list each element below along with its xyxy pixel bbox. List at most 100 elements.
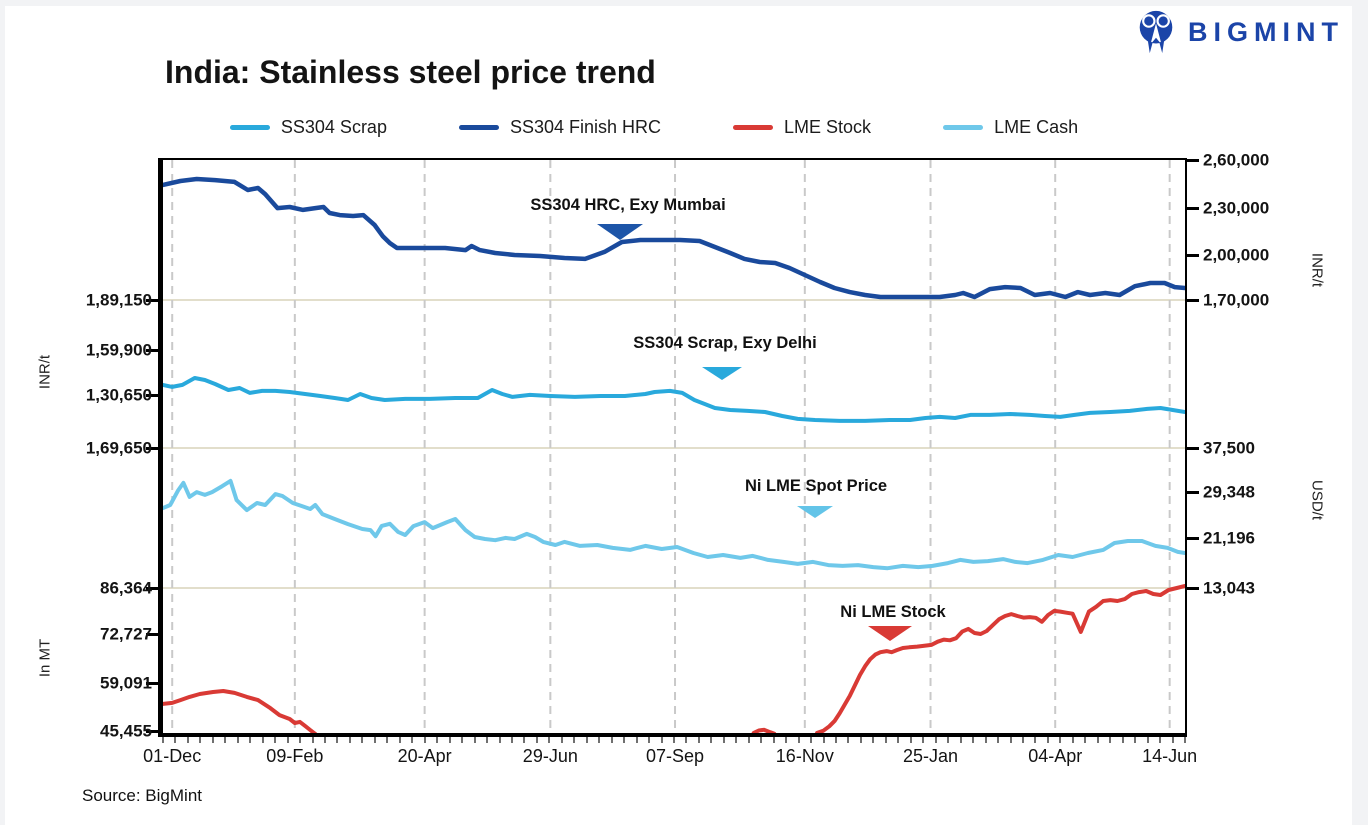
x-axis-minor-tick <box>984 737 987 743</box>
y-axis-label-left: 1,89,150 <box>85 290 152 310</box>
y-axis-tick-right <box>1187 158 1199 162</box>
x-axis-label: 07-Sep <box>645 746 705 766</box>
x-axis-minor-tick <box>560 737 563 743</box>
x-axis-minor-tick <box>423 737 426 743</box>
legend-item-ss304-finish-hrc: SS304 Finish HRC <box>458 117 661 138</box>
legend-item-lme-cash: LME Cash <box>943 117 1078 138</box>
x-axis-label: 16-Nov <box>775 746 834 766</box>
x-axis-minor-tick <box>598 737 601 743</box>
x-axis-label: 09-Feb <box>266 746 324 766</box>
x-axis-minor-tick <box>623 737 626 743</box>
x-axis-minor-tick <box>673 737 675 743</box>
x-axis-minor-tick <box>1021 737 1024 743</box>
x-axis-minor-tick <box>722 737 725 743</box>
x-axis-minor-tick <box>909 737 912 743</box>
x-axis-minor-tick <box>1046 737 1049 743</box>
x-axis-minor-tick <box>697 737 700 743</box>
y-axis-unit-left: INR/t <box>36 354 54 390</box>
x-axis-minor-tick <box>997 737 1000 743</box>
x-axis-minor-tick <box>286 737 289 743</box>
x-axis-minor-tick <box>835 737 838 743</box>
x-axis-minor-tick <box>324 737 327 743</box>
x-axis-minor-tick <box>1121 737 1124 743</box>
x-axis-minor-tick <box>585 737 588 743</box>
x-axis-minor-tick <box>386 737 389 743</box>
x-axis-minor-tick <box>274 737 277 743</box>
x-axis-minor-tick <box>810 737 813 743</box>
y-axis-tick-right <box>1187 446 1199 450</box>
x-axis-minor-tick <box>473 737 476 743</box>
y-axis-unit-right: INR/t <box>1308 252 1326 288</box>
x-axis-minor-tick <box>785 737 788 743</box>
y-axis-tick-left <box>146 298 158 302</box>
x-axis-minor-tick <box>398 737 401 743</box>
y-axis-unit-right: USD/t <box>1308 479 1326 521</box>
chart-title: India: Stainless steel price trend <box>165 54 656 90</box>
x-axis-minor-tick <box>648 737 651 743</box>
y-axis-tick-left <box>146 681 158 685</box>
legend-item-lme-stock: LME Stock <box>733 117 871 138</box>
x-axis-minor-tick <box>224 737 227 743</box>
x-axis-label: 20-Apr <box>397 746 452 766</box>
x-axis-minor-tick <box>299 737 302 743</box>
x-axis-minor-tick <box>535 737 538 743</box>
y-axis-label-left: 86,364 <box>100 578 152 598</box>
x-axis-minor-tick <box>348 737 351 743</box>
y-axis-label-right: 29,348 <box>1203 482 1255 502</box>
bigmint-icon <box>1133 9 1179 55</box>
y-axis-label-right: 2,00,000 <box>1203 245 1270 265</box>
chart-annotation-label: SS304 HRC, Exy Mumbai <box>530 196 726 214</box>
x-axis-minor-tick <box>1071 737 1074 743</box>
x-axis-minor-tick <box>1146 737 1149 743</box>
y-axis-label-right: 2,30,000 <box>1203 198 1270 218</box>
y-axis-label-right: 13,043 <box>1203 578 1255 598</box>
x-axis-minor-tick <box>972 737 975 743</box>
series-line-lme-stock <box>751 727 777 733</box>
x-axis-minor-tick <box>747 737 750 743</box>
legend-item-ss304-scrap: SS304 Scrap <box>229 117 387 138</box>
chart-annotation-arrow <box>702 367 742 380</box>
x-axis-minor-tick <box>947 737 950 743</box>
legend-label-lme-cash: LME Cash <box>994 117 1079 137</box>
plot-area: 1,89,150 1,59,900 1,30,650 1,69,650 INR/t 86,… <box>37 152 1326 766</box>
x-axis-minor-tick <box>797 737 800 743</box>
x-axis-minor-tick <box>1059 737 1062 743</box>
brand-name: BIGMINT <box>1188 16 1344 47</box>
x-axis-minor-tick <box>249 737 252 743</box>
chart-legend: SS304 Scrap SS304 Finish HRC LME Stock LME … <box>0 117 1308 138</box>
chart-annotation-label: SS304 Scrap, Exy Delhi <box>633 334 817 352</box>
y-axis-tick-left <box>146 586 158 590</box>
x-axis-minor-tick <box>1184 737 1186 743</box>
x-axis-minor-tick <box>523 737 526 743</box>
x-axis-minor-tick <box>1159 737 1162 743</box>
x-axis-minor-tick <box>897 737 900 743</box>
y-axis-tick-right <box>1187 206 1199 210</box>
chart-annotation-arrow <box>797 506 833 518</box>
x-axis-minor-tick <box>660 737 663 743</box>
x-axis-label: 14-Jun <box>1142 746 1198 766</box>
y-axis-label-left: 72,727 <box>100 624 152 644</box>
y-axis-label-right: 1,70,000 <box>1203 290 1270 310</box>
x-axis-minor-tick <box>1084 737 1087 743</box>
series-line-ss304-finish-hrc <box>163 176 1185 300</box>
x-axis-minor-tick <box>174 737 177 743</box>
series-line-ss304-scrap <box>163 376 1185 423</box>
x-axis-minor-tick <box>760 737 763 743</box>
x-axis-minor-tick <box>1171 737 1174 743</box>
y-axis-label-left: 1,59,900 <box>85 340 152 360</box>
x-axis-minor-tick <box>311 737 314 743</box>
y-axis-label-left: 45,455 <box>100 721 152 741</box>
x-axis-minor-tick <box>548 737 551 743</box>
x-axis-minor-tick <box>461 737 464 743</box>
x-axis-minor-tick <box>186 737 189 743</box>
x-axis-minor-tick <box>934 737 937 743</box>
y-axis-tick-left <box>146 632 158 636</box>
x-axis-minor-tick <box>211 737 214 743</box>
x-axis-minor-tick <box>1009 737 1012 743</box>
x-axis-minor-tick <box>822 737 825 743</box>
x-axis-minor-tick <box>448 737 451 743</box>
x-axis-minor-tick <box>361 737 364 743</box>
x-axis-minor-tick <box>573 737 576 743</box>
chart-annotation-label: Ni LME Stock <box>840 603 946 621</box>
y-axis-tick-right <box>1187 298 1199 302</box>
